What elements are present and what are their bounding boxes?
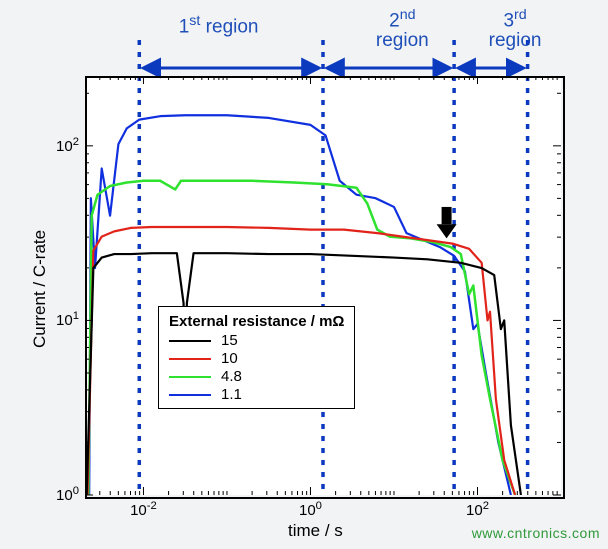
chart-svg <box>0 0 608 549</box>
x-axis-label: time / s <box>288 521 343 541</box>
legend-label: 15 <box>221 332 238 349</box>
x-tick-label: 100 <box>290 500 330 519</box>
legend-item: 10 <box>169 350 344 367</box>
legend-label: 4.8 <box>221 368 242 385</box>
y-tick-label: 100 <box>56 485 79 504</box>
legend-title: External resistance / mΩ <box>169 313 344 330</box>
watermark: www.cntronics.com <box>472 525 600 541</box>
legend: External resistance / mΩ 15104.81.1 <box>158 306 355 409</box>
x-tick-label: 102 <box>457 500 497 519</box>
legend-item: 15 <box>169 332 344 349</box>
legend-item: 4.8 <box>169 368 344 385</box>
legend-label: 1.1 <box>221 386 242 403</box>
legend-swatch <box>169 340 211 342</box>
legend-swatch <box>169 376 211 378</box>
legend-label: 10 <box>221 350 238 367</box>
x-tick-label: 10-2 <box>123 500 163 519</box>
y-tick-label: 101 <box>56 310 79 329</box>
figure-canvas: 1st region 2ndregion 3rdregion 10-210010… <box>0 0 608 549</box>
legend-item: 1.1 <box>169 386 344 403</box>
legend-swatch <box>169 358 211 360</box>
y-tick-label: 102 <box>56 136 79 155</box>
y-axis-label: Current / C-rate <box>30 229 50 347</box>
legend-swatch <box>169 394 211 396</box>
